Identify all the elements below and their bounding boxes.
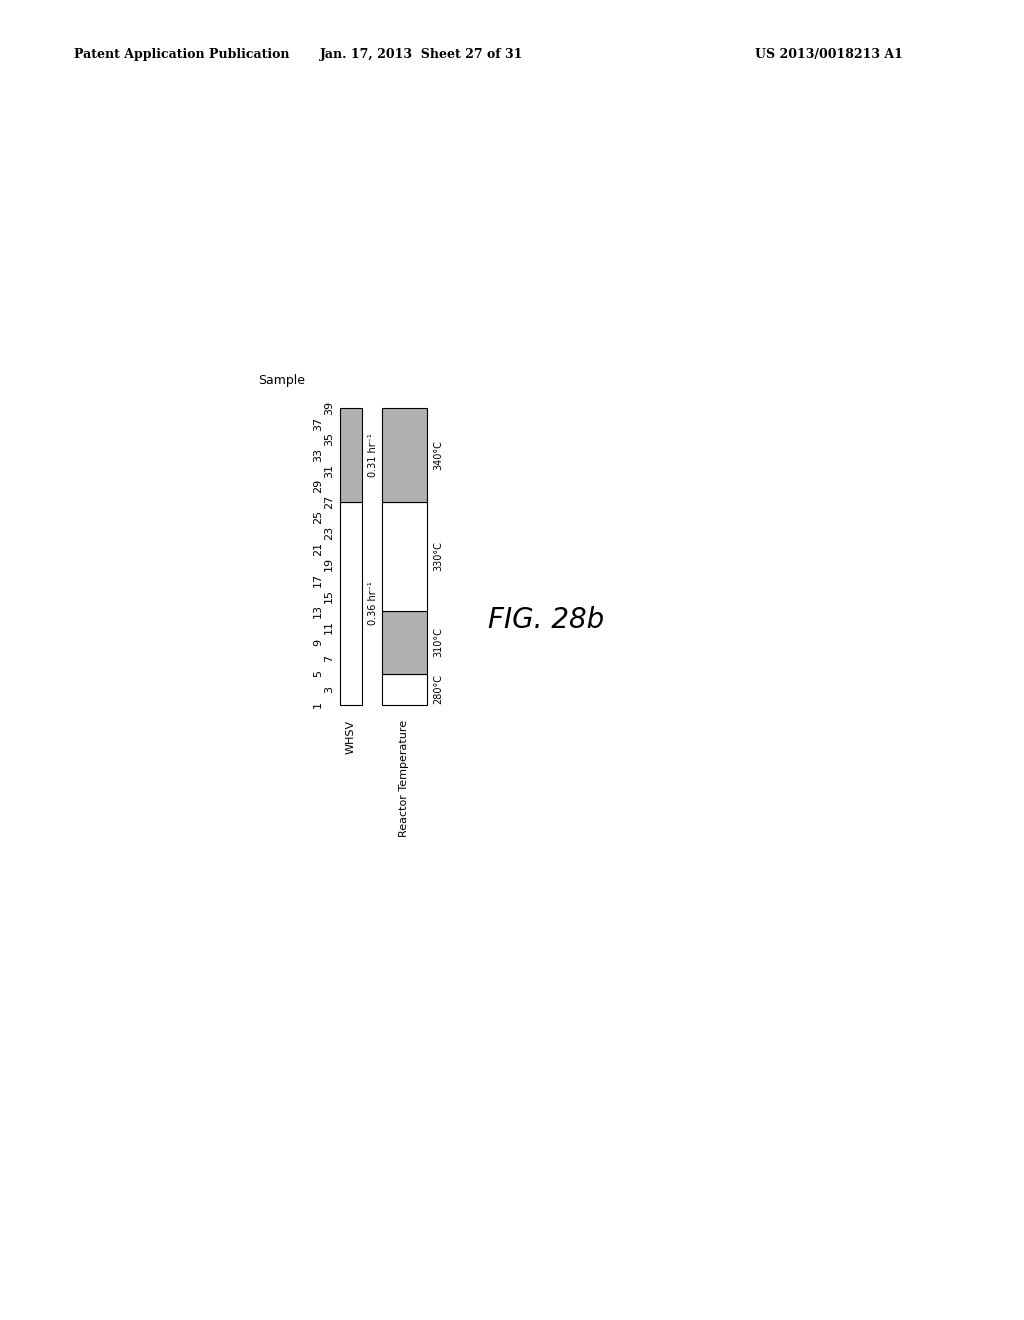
Text: 1: 1 (313, 701, 323, 709)
Text: 17: 17 (313, 573, 323, 587)
Text: Reactor Temperature: Reactor Temperature (399, 719, 409, 837)
Bar (340, 408, 362, 502)
Text: 13: 13 (313, 605, 323, 618)
Text: Patent Application Publication: Patent Application Publication (74, 49, 289, 61)
Text: 25: 25 (313, 511, 323, 524)
Text: 3: 3 (324, 686, 334, 693)
Bar (382, 611, 427, 673)
Text: WHSV: WHSV (346, 719, 356, 754)
Text: FIG. 28b: FIG. 28b (488, 606, 604, 634)
Text: 310°C: 310°C (433, 627, 443, 657)
Text: 5: 5 (313, 671, 323, 677)
Text: 23: 23 (324, 525, 334, 540)
Text: Jan. 17, 2013  Sheet 27 of 31: Jan. 17, 2013 Sheet 27 of 31 (321, 49, 523, 61)
Text: 21: 21 (313, 541, 323, 556)
Text: 11: 11 (324, 620, 334, 634)
Text: 27: 27 (324, 495, 334, 510)
Text: 39: 39 (324, 401, 334, 414)
Text: 7: 7 (324, 655, 334, 661)
Text: 0.36 hr⁻¹: 0.36 hr⁻¹ (368, 582, 378, 626)
Text: 35: 35 (324, 432, 334, 446)
Text: US 2013/0018213 A1: US 2013/0018213 A1 (756, 49, 903, 61)
Text: 37: 37 (313, 417, 323, 430)
Text: 19: 19 (324, 557, 334, 572)
Text: 31: 31 (324, 463, 334, 478)
Text: 29: 29 (313, 479, 323, 494)
Text: 340°C: 340°C (433, 440, 443, 470)
Text: 33: 33 (313, 447, 323, 462)
Bar (382, 673, 427, 705)
Bar (382, 408, 427, 502)
Text: 0.31 hr⁻¹: 0.31 hr⁻¹ (368, 433, 378, 477)
Text: 330°C: 330°C (433, 541, 443, 572)
Bar (340, 502, 362, 705)
Bar (382, 502, 427, 611)
Text: 9: 9 (313, 639, 323, 645)
Text: 15: 15 (324, 589, 334, 602)
Text: Sample: Sample (258, 374, 305, 387)
Text: 280°C: 280°C (433, 675, 443, 705)
